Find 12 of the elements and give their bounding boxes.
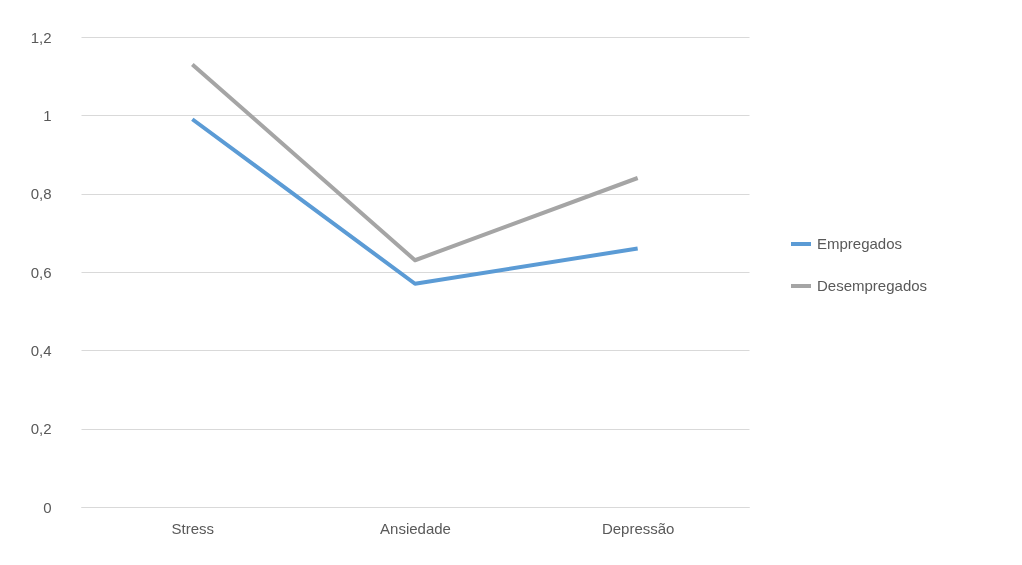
y-tick-label: 0,6 xyxy=(30,263,52,281)
legend-label: Empregados xyxy=(817,235,903,252)
y-tick-label: 0,2 xyxy=(30,420,52,438)
x-tick-label: Ansiedade xyxy=(380,519,451,537)
y-tick-label: 0 xyxy=(43,498,52,516)
x-tick-label: Depressão xyxy=(601,519,675,537)
y-tick-label: 0,8 xyxy=(30,185,52,203)
y-tick-label: 1 xyxy=(43,106,52,124)
x-tick-label: Stress xyxy=(171,519,215,537)
y-tick-label: 0,4 xyxy=(30,341,52,359)
legend-label: Desempregados xyxy=(817,277,928,294)
y-tick-label: 1,2 xyxy=(30,28,52,46)
